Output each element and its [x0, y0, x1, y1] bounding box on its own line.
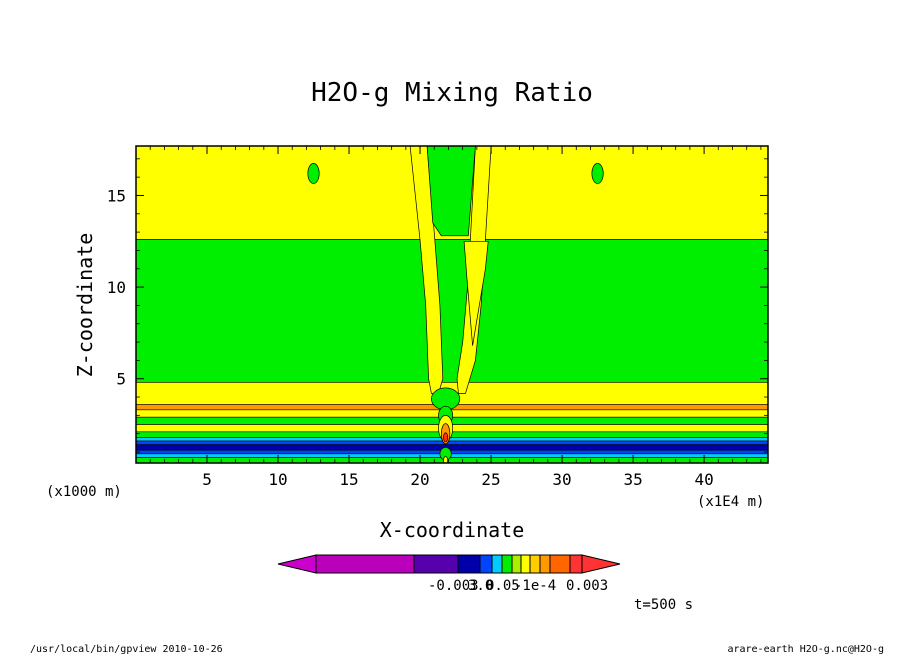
- colorbar-segment: [501, 554, 513, 574]
- contour-band: [136, 457, 768, 463]
- contour-blob: [307, 163, 320, 184]
- colorbar-label: -0.003: [428, 578, 479, 594]
- colorbar-label: -1e-4: [514, 578, 556, 594]
- y-tick-label: 15: [107, 186, 126, 205]
- colorbar-segment: [457, 554, 481, 574]
- x-tick-label: 40: [694, 470, 713, 489]
- x-tick-label: 5: [202, 470, 212, 489]
- colorbar-arrow-right: [581, 554, 621, 574]
- contour-fields: [136, 146, 768, 463]
- chart-title: H2O-g Mixing Ratio: [311, 78, 593, 108]
- y-axis-label: Z-coordinate: [73, 233, 97, 378]
- contour-blob: [443, 456, 449, 463]
- x-axis-label: X-coordinate: [380, 518, 525, 542]
- colorbar-segment: [413, 554, 459, 574]
- x-axis-ticks: 5 10 15 20 25 30 35 40: [149, 146, 762, 489]
- x-tick-label: 25: [481, 470, 500, 489]
- contour-band: [136, 444, 768, 451]
- colorbar-segment: [520, 554, 531, 574]
- colorbar-label: 0.05: [486, 578, 520, 594]
- y-tick-label: 5: [116, 370, 126, 389]
- colorbar-label: 0.003: [566, 578, 608, 594]
- colorbar-label: 3.0: [468, 578, 493, 594]
- contour-blob: [591, 163, 604, 184]
- x-tick-label: 30: [552, 470, 571, 489]
- x-tick-label: 35: [623, 470, 642, 489]
- x-tick-label: 20: [410, 470, 429, 489]
- colorbar-segment: [479, 554, 493, 574]
- footer-right: arare-earth_H2O-g.nc@H2O-g: [727, 644, 884, 654]
- colorbar-labels: -0.003 0.05 3.0 -1e-4 0.003: [428, 578, 608, 594]
- contour-band: [136, 440, 768, 445]
- colorbar-segment: [539, 554, 551, 574]
- contour-band: [136, 453, 768, 458]
- plot-area: 5 10 15 20 25 30 35 40 5 10 15: [107, 145, 769, 489]
- colorbar-segment: [511, 554, 522, 574]
- x-unit-left: (x1000 m): [46, 484, 122, 500]
- x-tick-label: 15: [339, 470, 358, 489]
- y-tick-label: 10: [107, 278, 126, 297]
- colorbar-segment: [529, 554, 541, 574]
- contour-plume: [426, 146, 476, 237]
- x-unit-right: (x1E4 m): [697, 494, 764, 510]
- colorbar: [277, 554, 621, 574]
- contour-band: [136, 239, 768, 383]
- colorbar-segment: [569, 554, 583, 574]
- contour-plume: [463, 240, 489, 346]
- y-axis-ticks: 5 10 15: [107, 158, 768, 453]
- plot-frame: [135, 145, 769, 464]
- colorbar-segment: [491, 554, 503, 574]
- time-label: t=500 s: [634, 597, 693, 613]
- x-tick-label: 10: [268, 470, 287, 489]
- contour-band: [136, 449, 768, 455]
- footer-left: /usr/local/bin/gpview 2010-10-26: [30, 644, 223, 654]
- colorbar-segment: [315, 554, 415, 574]
- contour-band: [136, 437, 768, 442]
- colorbar-arrow-left: [277, 554, 317, 574]
- contour-blob: [443, 432, 449, 443]
- colorbar-segment: [549, 554, 571, 574]
